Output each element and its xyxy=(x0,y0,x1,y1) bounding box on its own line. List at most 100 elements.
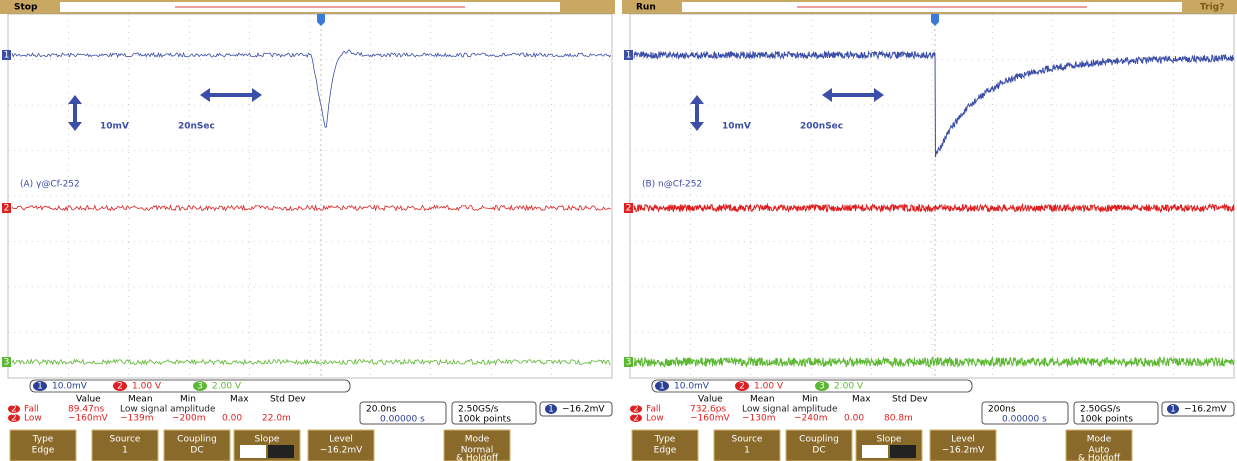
measurement-value: 0.00 xyxy=(844,414,864,424)
measurement-header: Max xyxy=(852,395,871,405)
button-label[interactable]: Coupling xyxy=(177,435,217,445)
sample-rate: 2.50GS/s xyxy=(1080,405,1121,415)
channel-marker-label: 1 xyxy=(626,51,632,61)
slope-rising[interactable] xyxy=(862,445,888,458)
measurement-value: 0.00 xyxy=(222,414,242,424)
menu-button[interactable]: Slope xyxy=(856,430,922,461)
trigger-level: −16.2mV xyxy=(562,405,605,415)
button-value[interactable]: & Holdoff xyxy=(456,454,499,461)
menu-button[interactable]: Slope xyxy=(234,430,300,461)
measurement-header: Mean xyxy=(750,395,775,405)
menu-button[interactable]: Level−16.2mV xyxy=(308,430,374,461)
record-length: 100k points xyxy=(1080,415,1133,425)
measurement-name: Low xyxy=(646,414,664,424)
channel-scale: 10.0mV xyxy=(52,382,88,392)
trigger-channel: 1 xyxy=(1170,405,1176,415)
trigger-level: −16.2mV xyxy=(1184,405,1227,415)
measurement-value: −160mV xyxy=(68,414,108,424)
measurement-value: −160mV xyxy=(690,414,730,424)
channel-number: 2 xyxy=(117,382,123,392)
acquisition-status: Stop xyxy=(14,3,38,13)
button-value[interactable]: DC xyxy=(812,446,825,456)
horizontal-scale-annotation: 200nSec xyxy=(800,122,843,132)
waveform-label: (A) γ@Cf-252 xyxy=(20,180,80,190)
button-value[interactable]: 1 xyxy=(744,446,750,456)
button-value[interactable]: & Holdoff xyxy=(1078,454,1121,461)
timebase-position: 0.00000 s xyxy=(1002,415,1047,425)
button-label[interactable]: Slope xyxy=(877,435,902,445)
timebase-scale: 20.0ns xyxy=(366,405,397,415)
button-label[interactable]: Type xyxy=(654,435,676,445)
channel-marker-label: 1 xyxy=(4,51,10,61)
button-value[interactable]: Edge xyxy=(654,446,677,456)
measurement-channel: 2 xyxy=(633,414,639,424)
timebase-position: 0.00000 s xyxy=(380,415,425,425)
channel-scale: 2.00 V xyxy=(834,382,864,392)
button-label[interactable]: Mode xyxy=(465,435,490,445)
measurement-header: Value xyxy=(76,395,101,405)
measurement-value: −139m xyxy=(120,414,154,424)
measurement-header: Mean xyxy=(128,395,153,405)
measurement-header: Value xyxy=(698,395,723,405)
button-label[interactable]: Level xyxy=(951,435,975,445)
channel-scale: 1.00 V xyxy=(132,382,162,392)
button-label[interactable]: Level xyxy=(329,435,353,445)
measurement-value: −130m xyxy=(742,414,776,424)
channel-scale: 1.00 V xyxy=(754,382,784,392)
channel-number: 3 xyxy=(197,382,203,392)
button-value[interactable]: Edge xyxy=(32,446,55,456)
button-value[interactable]: −16.2mV xyxy=(942,446,985,456)
channel-number: 3 xyxy=(819,382,825,392)
button-value[interactable]: 1 xyxy=(122,446,128,456)
measurement-value: 22.0m xyxy=(262,414,291,424)
trigger-channel: 1 xyxy=(548,405,554,415)
channel-scale: 2.00 V xyxy=(212,382,242,392)
channel-marker-label: 2 xyxy=(626,204,632,214)
horizontal-scale-annotation: 20nSec xyxy=(178,122,215,132)
measurement-channel: 2 xyxy=(11,414,17,424)
timebase-scale: 200ns xyxy=(988,405,1016,415)
slope-falling[interactable] xyxy=(890,445,916,458)
channel-number: 1 xyxy=(37,382,43,392)
channel-scale: 10.0mV xyxy=(674,382,710,392)
acquisition-status: Run xyxy=(636,3,656,13)
slope-rising[interactable] xyxy=(240,445,266,458)
record-length: 100k points xyxy=(458,415,511,425)
measurement-header: Std Dev xyxy=(270,395,306,405)
button-label[interactable]: Type xyxy=(32,435,54,445)
channel-marker-label: 3 xyxy=(626,358,632,368)
button-label[interactable]: Slope xyxy=(255,435,280,445)
channel-marker-label: 2 xyxy=(4,204,10,214)
button-label[interactable]: Source xyxy=(732,435,763,445)
measurement-header: Min xyxy=(802,395,818,405)
measurement-header: Std Dev xyxy=(892,395,928,405)
measurement-value: 80.8m xyxy=(884,414,913,424)
button-label[interactable]: Coupling xyxy=(799,435,839,445)
button-value[interactable]: DC xyxy=(190,446,203,456)
button-label[interactable]: Source xyxy=(110,435,141,445)
oscilloscope-screens: Stop 1 2 3 10mV 20nSec (A) γ@Cf-252 1 10.0mV 2 1.0… xyxy=(0,0,1237,461)
measurement-name: Low xyxy=(24,414,42,424)
button-value[interactable]: −16.2mV xyxy=(320,446,363,456)
waveform-label: (B) n@Cf-252 xyxy=(642,180,702,190)
measurement-value: −240m xyxy=(794,414,828,424)
channel-number: 2 xyxy=(739,382,745,392)
channel-marker-label: 3 xyxy=(4,358,10,368)
menu-button[interactable]: Level−16.2mV xyxy=(930,430,996,461)
measurement-value: −200m xyxy=(172,414,206,424)
slope-falling[interactable] xyxy=(268,445,294,458)
button-label[interactable]: Mode xyxy=(1087,435,1112,445)
measurement-header: Min xyxy=(180,395,196,405)
vertical-scale-annotation: 10mV xyxy=(722,122,751,132)
channel-number: 1 xyxy=(659,382,665,392)
